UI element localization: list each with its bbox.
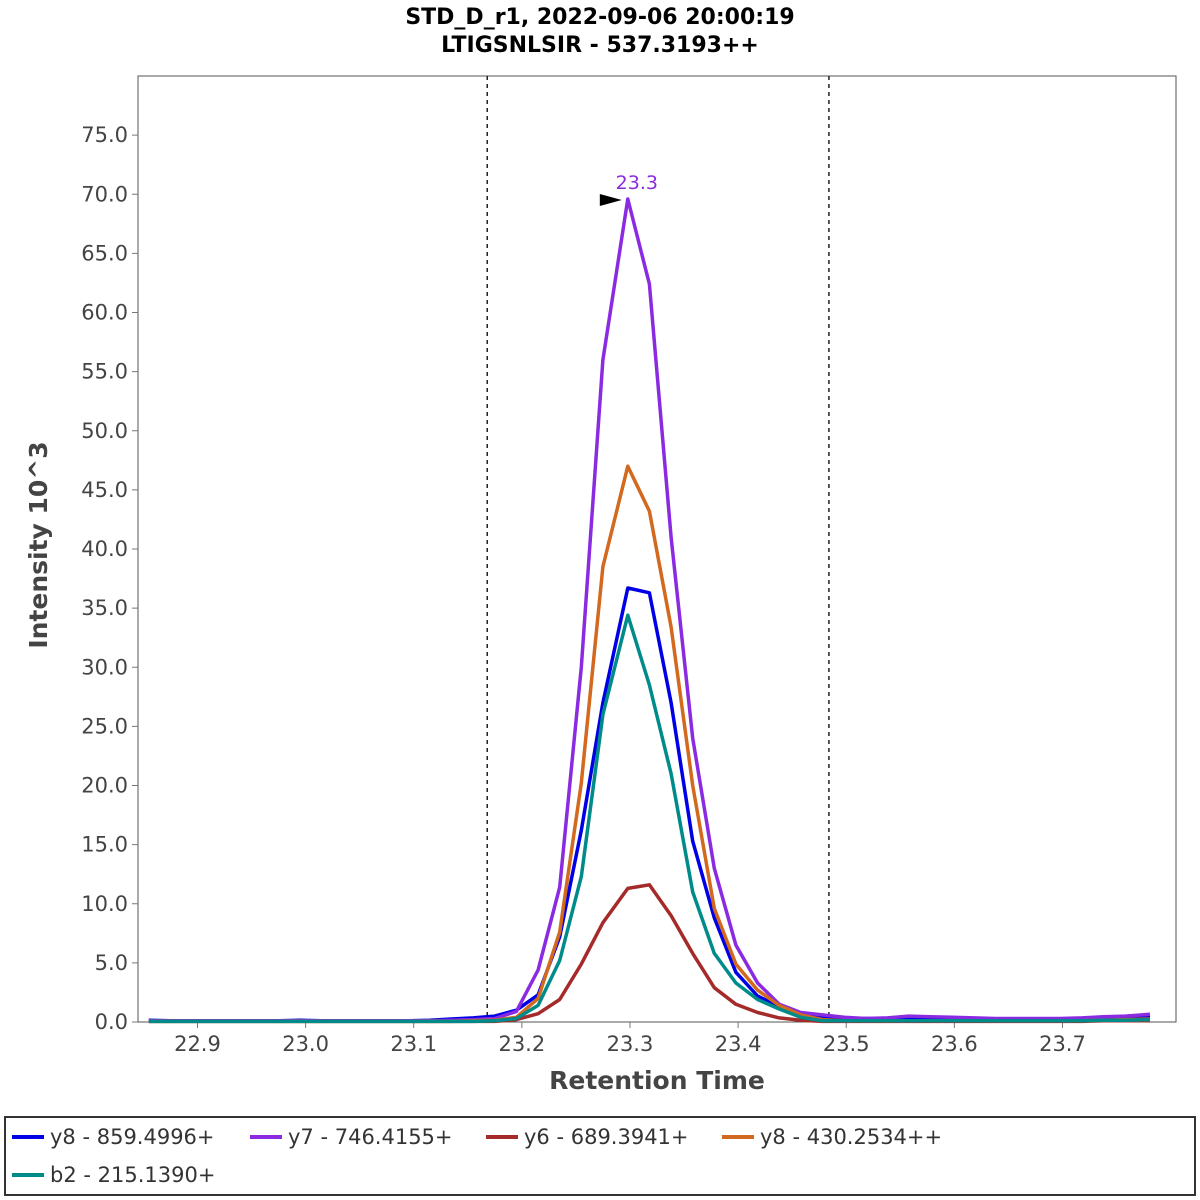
legend-label: y8 - 859.4996+ <box>50 1125 215 1149</box>
x-tick-label: 23.4 <box>715 1032 762 1056</box>
legend-entry-b2-215: b2 - 215.1390+ <box>12 1160 215 1190</box>
x-tick-label: 23.3 <box>607 1032 654 1056</box>
legend-swatch <box>722 1135 754 1139</box>
x-axis-label: Retention Time <box>549 1066 765 1095</box>
y-tick-label: 40.0 <box>81 537 128 561</box>
legend-entry-y6-689: y6 - 689.3941+ <box>486 1122 689 1152</box>
y-tick-label: 75.0 <box>81 123 128 147</box>
y-tick-label: 0.0 <box>95 1010 128 1034</box>
y-tick-label: 65.0 <box>81 241 128 265</box>
y-tick-label: 70.0 <box>81 182 128 206</box>
y-tick-label: 5.0 <box>95 951 128 975</box>
legend-swatch <box>250 1135 282 1139</box>
legend-entry-y8-859: y8 - 859.4996+ <box>12 1122 215 1152</box>
y-tick-label: 25.0 <box>81 714 128 738</box>
y-axis-label: Intensity 10^3 <box>24 441 53 648</box>
legend-label: y7 - 746.4155+ <box>288 1125 453 1149</box>
x-tick-label: 23.0 <box>282 1032 329 1056</box>
y-tick-label: 45.0 <box>81 478 128 502</box>
y-tick-label: 55.0 <box>81 360 128 384</box>
x-tick-label: 23.6 <box>931 1032 978 1056</box>
chromatogram-chart: STD_D_r1, 2022-09-06 20:00:19 LTIGSNLSIR… <box>24 5 1177 1095</box>
y-tick-label: 35.0 <box>81 596 128 620</box>
legend-label: b2 - 215.1390+ <box>50 1163 216 1187</box>
x-tick-label: 23.7 <box>1039 1032 1086 1056</box>
x-tick-label: 23.2 <box>498 1032 545 1056</box>
legend-entry-y8-430: y8 - 430.2534++ <box>722 1122 942 1152</box>
y-tick-label: 15.0 <box>81 833 128 857</box>
y-tick-label: 10.0 <box>81 892 128 916</box>
chart-subtitle: LTIGSNLSIR - 537.3193++ <box>441 33 759 58</box>
legend-swatch <box>12 1135 44 1139</box>
peak-arrow-icon <box>599 193 622 206</box>
legend-swatch <box>12 1173 44 1177</box>
legend-label: y6 - 689.3941+ <box>524 1125 689 1149</box>
legend-entry-y7-746: y7 - 746.4155+ <box>250 1122 453 1152</box>
plot-area: 0.0 5.0 10.0 15.0 20.0 25.0 30.0 35.0 40.0 45.0 50… <box>81 75 1177 1056</box>
y-tick-label: 60.0 <box>81 301 128 325</box>
y-tick-label: 50.0 <box>81 419 128 443</box>
legend-label: y8 - 430.2534++ <box>760 1125 943 1149</box>
x-tick-label: 23.1 <box>390 1032 437 1056</box>
series-line-b2-215 <box>148 613 1151 1024</box>
legend-swatch <box>486 1135 518 1139</box>
x-tick-label: 22.9 <box>174 1032 221 1056</box>
chart-title: STD_D_r1, 2022-09-06 20:00:19 <box>405 5 794 30</box>
legend: y8 - 859.4996+ y7 - 746.4155+ y6 - 689.3… <box>4 1116 1196 1196</box>
peak-label: 23.3 <box>616 172 658 194</box>
y-tick-label: 20.0 <box>81 774 128 798</box>
y-tick-label: 30.0 <box>81 655 128 679</box>
x-tick-label: 23.5 <box>823 1032 870 1056</box>
